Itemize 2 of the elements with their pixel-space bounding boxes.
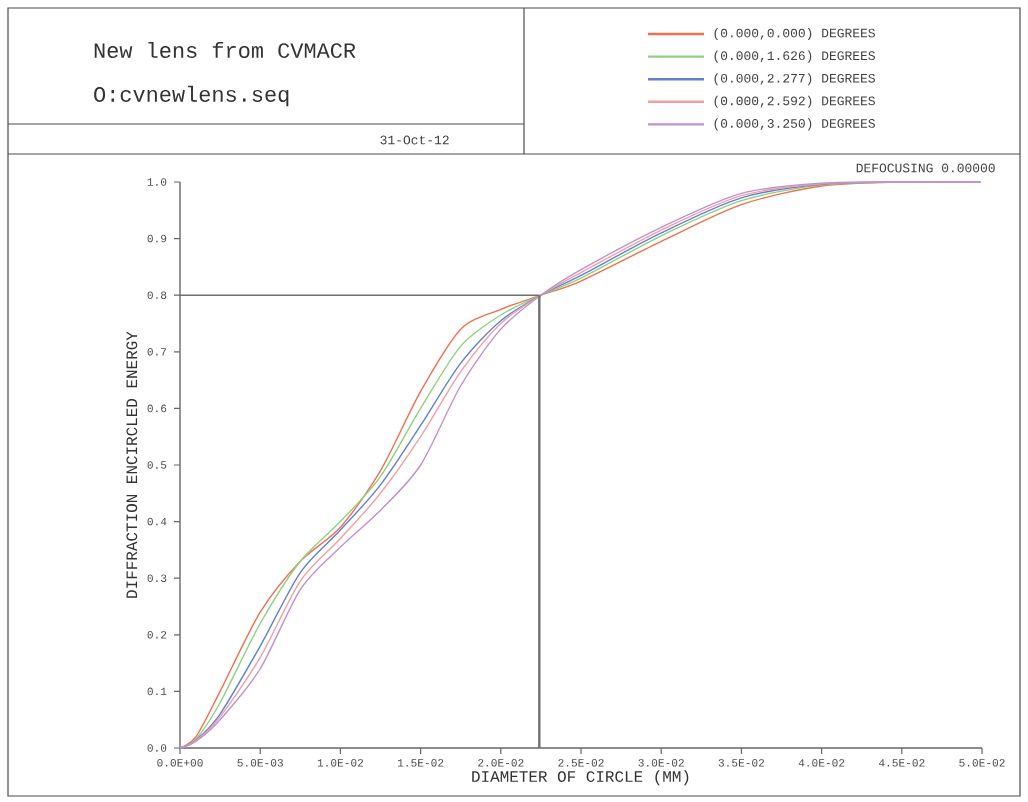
chart-title: New lens from CVMACR <box>94 41 356 59</box>
chart-subtitle: O:cvnewlens.seq <box>94 85 289 107</box>
